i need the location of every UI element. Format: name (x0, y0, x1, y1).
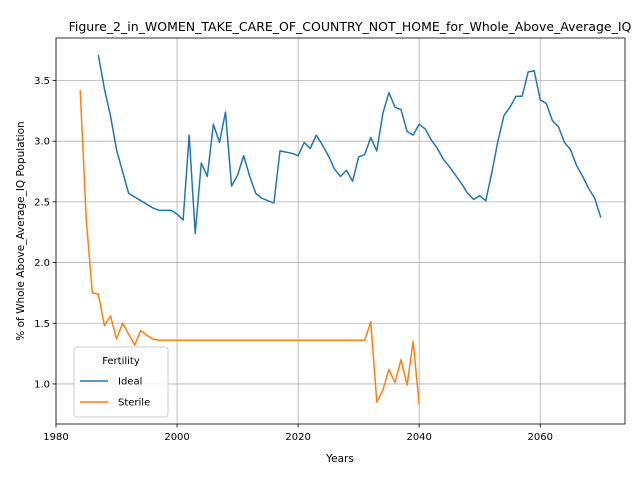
x-axis-label: Years (325, 453, 354, 465)
legend-label-sterile: Sterile (118, 398, 150, 409)
series-line-sterile (79, 90, 420, 405)
x-tick-label: 2000 (164, 432, 189, 443)
x-tick-label: 2040 (406, 432, 431, 443)
x-axis-ticks: 1980 2000 2020 2040 2060 (43, 424, 553, 443)
plot-frame (55, 37, 626, 425)
x-tick-label: 2060 (528, 432, 553, 443)
x-tick-label: 2020 (285, 432, 310, 443)
y-tick-label: 1.0 (34, 379, 50, 390)
y-tick-label: 3.0 (34, 137, 50, 148)
y-tick-label: 3.5 (34, 76, 50, 87)
legend: Fertility Ideal Sterile (73, 346, 169, 418)
legend-label-ideal: Ideal (118, 377, 142, 388)
chart-title: Figure_2_in_WOMEN_TAKE_CARE_OF_COUNTRY_N… (69, 19, 632, 34)
y-axis-label: % of Whole Above_Average_IQ Population (15, 121, 27, 340)
y-tick-label: 2.0 (34, 258, 50, 269)
x-tick-label: 1980 (43, 432, 68, 443)
series-line-ideal (97, 54, 602, 235)
y-axis-ticks: 1.0 1.5 2.0 2.5 3.0 3.5 (34, 76, 56, 390)
y-tick-label: 1.5 (34, 319, 50, 330)
legend-title: Fertility (102, 356, 140, 367)
plot-lines (79, 54, 602, 405)
legend-items: Ideal Sterile (80, 377, 150, 409)
legend-box (73, 346, 169, 418)
y-tick-label: 2.5 (34, 197, 50, 208)
